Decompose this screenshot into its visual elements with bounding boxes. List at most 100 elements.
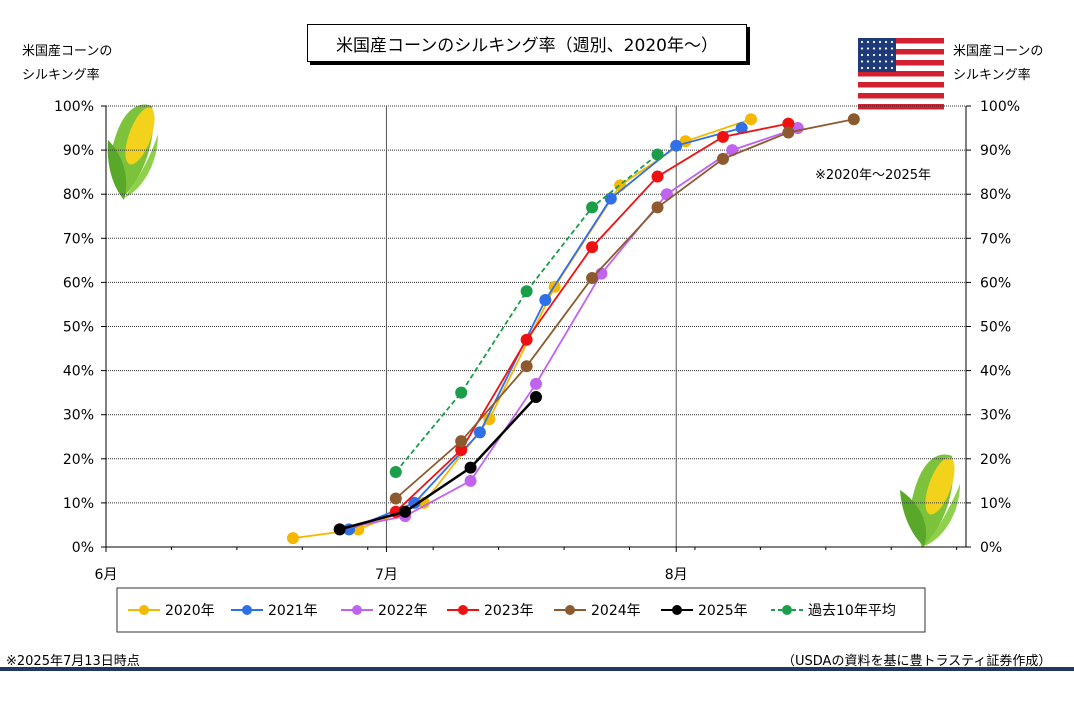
data-point: [483, 413, 496, 426]
y-tick-label-right: 90%: [980, 143, 1011, 159]
data-point: [464, 461, 477, 474]
y-tick-label-right: 50%: [980, 320, 1011, 336]
y-tick-label-right: 30%: [980, 408, 1011, 424]
data-point: [530, 391, 542, 404]
data-point: [286, 532, 299, 545]
legend-marker: [242, 605, 252, 615]
legend-item: 2022年: [341, 603, 428, 619]
data-point: [847, 113, 860, 126]
y-tick-label-left: 60%: [63, 275, 94, 291]
data-point: [455, 386, 468, 399]
y-tick-label-left: 20%: [63, 452, 94, 468]
right-axis-title-line2: シルキング率: [953, 68, 1031, 83]
data-point: [782, 126, 795, 139]
y-tick-label-left: 50%: [63, 320, 94, 336]
y-tick-label-right: 70%: [980, 231, 1011, 247]
legend-item: 2024年: [554, 603, 641, 619]
data-point: [782, 117, 795, 130]
data-point: [716, 152, 729, 165]
data-point: [389, 466, 402, 479]
data-point: [586, 241, 599, 254]
chart-title: 米国産コーンのシルキング率（週別、2020年～）: [307, 24, 747, 62]
legend-label: 2021年: [268, 603, 318, 619]
series-3: [389, 117, 795, 518]
y-tick-label-left: 30%: [63, 408, 94, 424]
y-tick-label-left: 70%: [63, 231, 94, 247]
series-0: [286, 113, 757, 545]
y-tick-label-left: 10%: [63, 496, 94, 512]
data-point: [651, 201, 664, 214]
data-point: [651, 148, 664, 161]
series-line: [339, 127, 799, 531]
data-point: [464, 474, 477, 487]
y-tick-label-right: 100%: [980, 99, 1020, 115]
y-tick-label-left: 100%: [54, 99, 94, 115]
data-point: [333, 523, 346, 536]
legend-label: 過去10年平均: [808, 603, 896, 619]
corn-icon-left: [107, 104, 158, 200]
data-point: [389, 492, 402, 505]
left-axis-title-line1: 米国産コーンの: [22, 44, 113, 59]
data-point: [520, 360, 533, 373]
data-point: [473, 426, 486, 439]
data-point: [586, 271, 599, 284]
y-tick-label-right: 10%: [980, 496, 1011, 512]
period-note: ※2020年～2025年: [815, 168, 932, 183]
legend-item: 2025年: [661, 603, 748, 619]
legend-marker: [565, 605, 575, 615]
legend-marker: [139, 605, 149, 615]
data-point: [604, 192, 617, 205]
y-tick-label-right: 60%: [980, 275, 1011, 291]
footer-source: （USDAの資料を基に豊トラスティ証券作成）: [782, 654, 1052, 669]
legend-item: 2020年: [128, 603, 215, 619]
data-point: [716, 130, 729, 143]
right-axis-title: 米国産コーンの シルキング率: [953, 40, 1043, 88]
footer-left-note: ※2025年7月13日時点: [6, 654, 140, 669]
data-point: [651, 170, 664, 183]
data-point: [586, 201, 599, 214]
data-point: [399, 505, 412, 518]
series-2: [333, 122, 804, 536]
y-tick-label-right: 0%: [980, 540, 1002, 556]
x-tick-label: 8月: [665, 567, 688, 583]
legend-label: 2024年: [591, 603, 641, 619]
right-axis-title-line1: 米国産コーンの: [953, 44, 1044, 59]
legend-item: 2021年: [231, 603, 318, 619]
series-line: [292, 118, 752, 540]
series-line: [395, 153, 659, 473]
legend-marker: [352, 605, 362, 615]
legend-item: 2023年: [447, 603, 534, 619]
y-tick-label-right: 20%: [980, 452, 1011, 468]
data-point: [520, 333, 533, 346]
data-point: [735, 122, 748, 135]
data-point: [455, 435, 468, 448]
legend-label: 2020年: [165, 603, 215, 619]
x-tick-label: 7月: [375, 567, 398, 583]
series-5: [333, 391, 542, 536]
y-tick-label-left: 80%: [63, 187, 94, 203]
legend-marker: [458, 605, 468, 615]
series-line: [395, 122, 789, 513]
series-line: [339, 396, 537, 531]
legend-marker: [672, 605, 682, 615]
data-point: [539, 294, 552, 307]
x-tick-label: 6月: [95, 567, 118, 583]
data-point: [745, 113, 757, 126]
left-axis-title-line2: シルキング率: [22, 68, 100, 83]
y-tick-label-left: 90%: [63, 143, 94, 159]
data-point: [530, 377, 542, 390]
series-line: [395, 118, 855, 500]
data-point: [520, 285, 533, 298]
data-point: [408, 496, 421, 509]
legend-marker: [782, 605, 792, 615]
y-tick-label-right: 40%: [980, 364, 1011, 380]
legend-label: 2025年: [698, 603, 748, 619]
y-tick-label-left: 40%: [63, 364, 94, 380]
legend-label: 2023年: [484, 603, 534, 619]
series-1: [343, 122, 748, 536]
y-tick-label-right: 80%: [980, 187, 1011, 203]
footer-rule: [0, 667, 1074, 671]
us-flag-icon: [858, 38, 944, 110]
series-6: [389, 148, 664, 479]
